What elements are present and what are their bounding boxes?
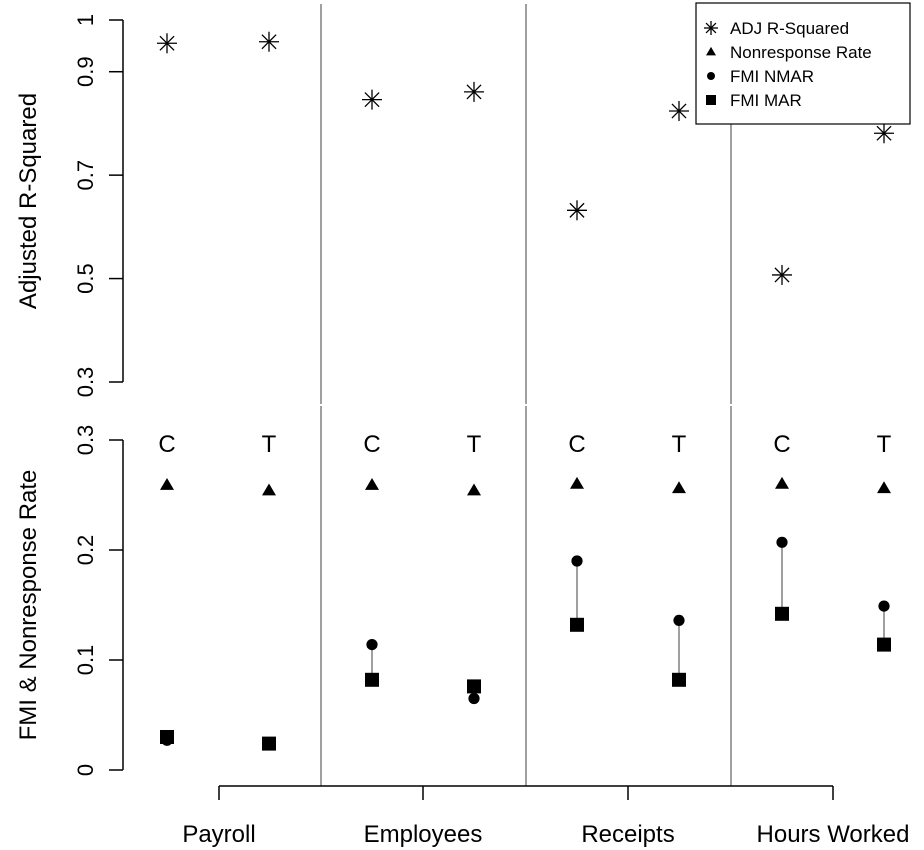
triangle-marker xyxy=(262,483,276,496)
bottom-y-tick-label: 0 xyxy=(73,764,98,776)
circle-marker xyxy=(468,692,480,705)
subgroup-letter: C xyxy=(363,431,380,458)
bottom-y-axis-label: FMI & Nonresponse Rate xyxy=(15,470,42,741)
square-marker xyxy=(570,617,584,632)
triangle-marker xyxy=(877,481,891,494)
legend-triangle-marker xyxy=(706,46,716,56)
legend-square-marker xyxy=(706,95,716,105)
bottom-y-tick-label: 0.1 xyxy=(73,645,98,676)
bottom-y-tick-label: 0.2 xyxy=(73,535,98,566)
square-marker xyxy=(160,730,174,744)
x-tick-label: Hours Worked xyxy=(757,821,910,848)
subgroup-letter: T xyxy=(877,431,892,458)
legend-label: ADJ R-Squared xyxy=(730,19,849,38)
group-separators xyxy=(123,4,924,786)
legend-circle-marker xyxy=(707,72,715,80)
square-marker xyxy=(467,679,481,694)
top-y-tick-label: 0.5 xyxy=(73,263,98,294)
subgroup-letter: T xyxy=(262,431,277,458)
legend: ADJ R-Squared Nonresponse Rate FMI NMAR FMI… xyxy=(695,2,911,125)
axes: 0.3 0.5 0.7 0.9 1 Adjusted R-Squared 0 0.1 0.2 0.… xyxy=(15,14,909,848)
square-marker xyxy=(262,736,276,751)
circle-marker xyxy=(571,555,583,567)
data-markers xyxy=(157,31,894,751)
subgroup-letter: C xyxy=(568,431,585,458)
x-tick-label: Employees xyxy=(364,821,483,848)
legend-label: FMI MAR xyxy=(730,91,802,110)
subgroup-letter: T xyxy=(672,431,687,458)
asterisk-marker xyxy=(772,264,792,285)
asterisk-marker xyxy=(259,31,279,52)
legend-box xyxy=(695,2,911,125)
triangle-marker xyxy=(570,476,584,489)
asterisk-marker xyxy=(874,123,894,144)
subgroup-letter: C xyxy=(773,431,790,458)
legend-label: FMI NMAR xyxy=(730,67,814,86)
subgroup-letter: T xyxy=(467,431,482,458)
circle-marker xyxy=(878,600,890,612)
asterisk-marker xyxy=(157,33,177,54)
triangle-marker xyxy=(467,483,481,496)
top-y-tick-label: 1 xyxy=(73,14,98,26)
asterisk-marker xyxy=(464,81,484,102)
circle-marker xyxy=(673,614,685,627)
square-marker xyxy=(775,606,789,621)
bottom-y-tick-label: 0.3 xyxy=(73,425,98,456)
top-y-tick-label: 0.9 xyxy=(73,56,98,87)
legend-asterisk-marker xyxy=(704,21,718,35)
asterisk-marker xyxy=(362,89,382,110)
asterisk-marker xyxy=(669,101,689,122)
top-y-tick-label: 0.3 xyxy=(73,367,98,398)
x-tick-label: Payroll xyxy=(182,821,255,848)
triangle-marker xyxy=(672,481,686,494)
circle-marker xyxy=(776,536,788,548)
top-y-tick-label: 0.7 xyxy=(73,160,98,191)
top-y-axis-label: Adjusted R-Squared xyxy=(15,93,42,309)
triangle-marker xyxy=(775,476,789,489)
fmi-connectors xyxy=(166,542,885,741)
x-tick-label: Receipts xyxy=(581,821,674,848)
subgroup-letter: C xyxy=(158,431,175,458)
circle-marker xyxy=(366,639,378,651)
triangle-marker xyxy=(160,477,174,490)
square-marker xyxy=(365,672,379,687)
square-marker xyxy=(672,672,686,687)
square-marker xyxy=(877,637,891,652)
legend-label: Nonresponse Rate xyxy=(730,43,872,62)
asterisk-marker xyxy=(567,200,587,221)
triangle-marker xyxy=(365,477,379,490)
